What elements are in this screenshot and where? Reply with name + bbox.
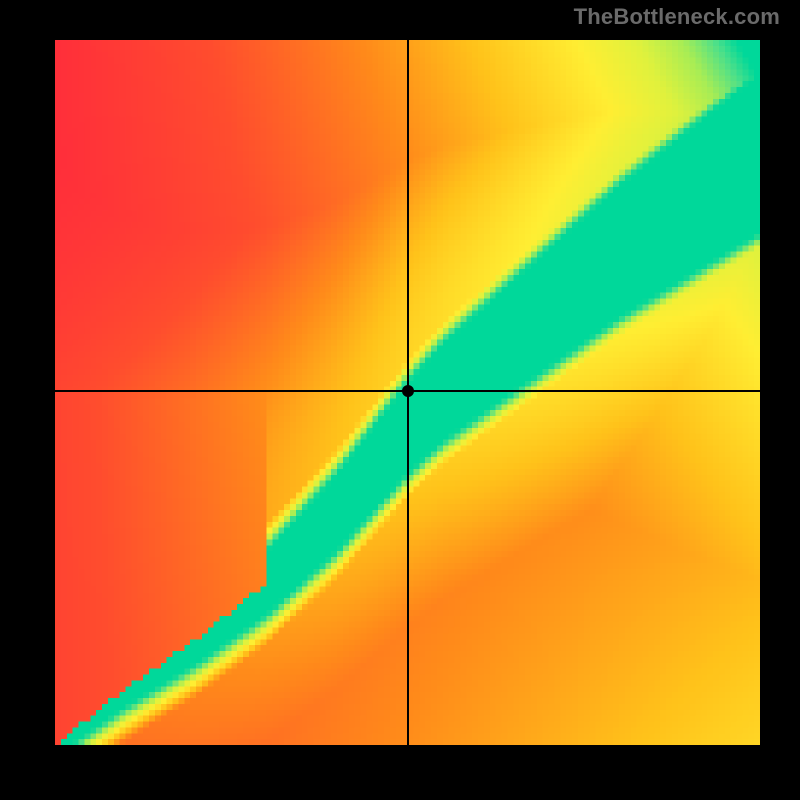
chart-frame: TheBottleneck.com	[0, 0, 800, 800]
watermark-text: TheBottleneck.com	[574, 4, 780, 30]
